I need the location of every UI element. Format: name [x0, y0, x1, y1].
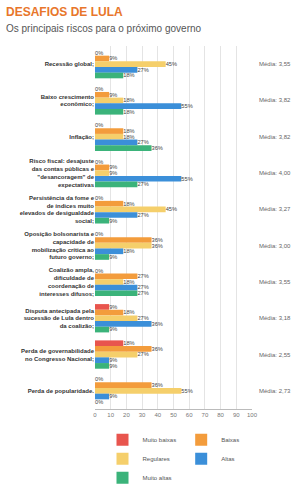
svg-text:27%: 27%: [137, 273, 148, 279]
svg-text:36%: 36%: [152, 321, 163, 327]
svg-text:0%: 0%: [95, 159, 103, 165]
svg-text:30: 30: [139, 412, 146, 418]
svg-text:9%: 9%: [109, 393, 117, 399]
svg-text:18%: 18%: [123, 128, 134, 134]
svg-text:27%: 27%: [137, 181, 148, 187]
svg-text:Persistência da fome ede índic: Persistência da fome ede índices muitoel…: [20, 195, 95, 224]
svg-text:9%: 9%: [109, 218, 117, 224]
svg-text:Média: 3,18: Média: 3,18: [259, 315, 291, 321]
svg-text:Média: 2,73: Média: 2,73: [259, 388, 291, 394]
svg-text:60: 60: [186, 412, 193, 418]
svg-text:Altas: Altas: [221, 456, 234, 462]
svg-text:Média: 2,55: Média: 2,55: [259, 352, 291, 358]
svg-text:36%: 36%: [152, 346, 163, 352]
svg-text:Média: 3,82: Média: 3,82: [259, 97, 291, 103]
svg-text:9%: 9%: [109, 92, 117, 98]
svg-text:Perda de governabilidadeno Con: Perda de governabilidadeno Congresso Nac…: [21, 348, 95, 362]
svg-text:55%: 55%: [181, 103, 192, 109]
svg-text:0%: 0%: [95, 86, 103, 92]
svg-text:0%: 0%: [95, 399, 103, 405]
svg-text:Média: 3,27: Média: 3,27: [259, 206, 291, 212]
svg-text:18%: 18%: [123, 201, 134, 207]
svg-text:18%: 18%: [123, 97, 134, 103]
svg-text:Disputa antecipada pelasucessã: Disputa antecipada pelasucessão de Lula …: [24, 308, 95, 330]
svg-text:90: 90: [233, 412, 240, 418]
svg-text:9%: 9%: [109, 254, 117, 260]
svg-text:DESAFIOS DE LULAOs principais: DESAFIOS DE LULAOs principais riscos par…: [6, 5, 202, 34]
svg-text:0%: 0%: [95, 50, 103, 56]
svg-text:18%: 18%: [123, 340, 134, 346]
svg-text:Recessão global;: Recessão global;: [45, 61, 94, 67]
svg-text:0%: 0%: [95, 122, 103, 128]
svg-text:9%: 9%: [109, 170, 117, 176]
svg-text:70: 70: [202, 412, 209, 418]
svg-text:55%: 55%: [181, 176, 192, 182]
svg-text:50: 50: [170, 412, 177, 418]
svg-text:55%: 55%: [181, 388, 192, 394]
svg-text:18%: 18%: [123, 134, 134, 140]
svg-text:Oposição bolsonarista ecapacid: Oposição bolsonarista ecapacidade demobi…: [24, 231, 94, 260]
svg-text:27%: 27%: [137, 351, 148, 357]
svg-text:36%: 36%: [152, 237, 163, 243]
svg-text:10: 10: [107, 412, 114, 418]
svg-text:18%: 18%: [123, 248, 134, 254]
svg-text:27%: 27%: [137, 315, 148, 321]
svg-text:Baixas: Baixas: [221, 437, 239, 443]
svg-text:0%: 0%: [95, 195, 103, 201]
svg-text:80: 80: [217, 412, 224, 418]
svg-text:9%: 9%: [109, 357, 117, 363]
svg-text:18%: 18%: [123, 309, 134, 315]
svg-text:27%: 27%: [137, 290, 148, 296]
svg-text:9%: 9%: [109, 55, 117, 61]
svg-text:36%: 36%: [152, 382, 163, 388]
svg-text:Muito altas: Muito altas: [143, 475, 172, 481]
svg-text:9%: 9%: [109, 326, 117, 332]
svg-text:36%: 36%: [152, 145, 163, 151]
svg-text:Risco fiscal: desajustedas con: Risco fiscal: desajustedas contas públic…: [29, 158, 94, 187]
svg-text:Média: 3,00: Média: 3,00: [259, 243, 291, 249]
svg-text:45%: 45%: [166, 61, 177, 67]
svg-text:Média: 3,55: Média: 3,55: [259, 61, 291, 67]
svg-text:18%: 18%: [123, 72, 134, 78]
svg-text:9%: 9%: [109, 363, 117, 369]
svg-text:9%: 9%: [109, 164, 117, 170]
svg-text:40: 40: [154, 412, 161, 418]
svg-text:Média: 3,55: Média: 3,55: [259, 279, 291, 285]
svg-text:Perda de popularidade.: Perda de popularidade.: [28, 388, 95, 394]
svg-text:27%: 27%: [137, 212, 148, 218]
svg-text:100: 100: [247, 412, 258, 418]
svg-text:Regulares: Regulares: [143, 456, 170, 462]
svg-text:0: 0: [93, 412, 97, 418]
svg-text:18%: 18%: [123, 109, 134, 115]
svg-text:9%: 9%: [109, 304, 117, 310]
svg-text:27%: 27%: [137, 284, 148, 290]
svg-text:Muito baixas: Muito baixas: [143, 437, 177, 443]
svg-text:Média: 3,82: Média: 3,82: [259, 134, 291, 140]
svg-text:36%: 36%: [152, 243, 163, 249]
svg-text:27%: 27%: [137, 67, 148, 73]
svg-text:Inflação;: Inflação;: [69, 134, 94, 140]
svg-text:Coalizão ampla,dificuldade dec: Coalizão ampla,dificuldade decoordenação…: [39, 267, 94, 296]
svg-text:0%: 0%: [95, 376, 103, 382]
svg-text:27%: 27%: [137, 139, 148, 145]
svg-text:45%: 45%: [166, 206, 177, 212]
svg-text:0%: 0%: [95, 231, 103, 237]
svg-text:Baixo crescimentoeconômico;: Baixo crescimentoeconômico;: [41, 94, 95, 108]
svg-text:20: 20: [123, 412, 130, 418]
svg-text:18%: 18%: [123, 279, 134, 285]
svg-text:0%: 0%: [95, 268, 103, 274]
svg-text:Média: 4,00: Média: 4,00: [259, 170, 291, 176]
